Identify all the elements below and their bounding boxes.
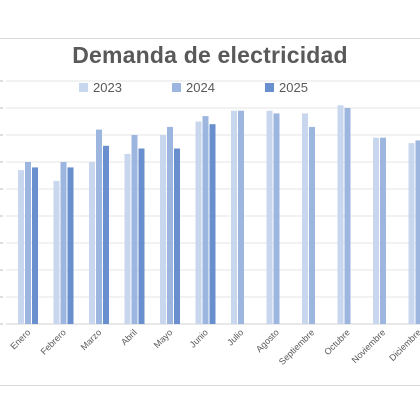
bar-2023-mayo [160,135,166,324]
bar-2024-junio [202,116,209,324]
bar-2023-noviembre [373,137,379,324]
bar-2023-septiembre [302,113,308,325]
x-tick-label-agosto: Agosto [254,327,281,354]
legend-label-2024: 2024 [186,79,215,95]
bar-2025-mayo [174,148,180,324]
bar-2025-enero [32,167,38,324]
bar-2024-febrero [60,162,67,324]
chart-border-top [0,38,420,39]
legend-swatch-2025 [265,82,274,92]
legend-swatch-2024 [172,82,181,92]
bar-2024-marzo [96,129,102,324]
legend-label-2025: 2025 [279,79,308,95]
bar-2025-abril [138,148,145,324]
bar-2024-mayo [167,126,173,325]
bar-2025-marzo [103,145,109,324]
bar-2024-septiembre [309,126,315,325]
x-tick-label-diciembre: Diciembre [387,327,420,363]
x-tick-label-febrero: Febrero [39,327,68,356]
bar-2025-febrero [67,167,74,324]
x-tick-label-octubre: Octubre [322,327,352,357]
bar-2023-marzo [89,162,95,324]
legend-item-2024: 2024 [172,78,215,96]
bar-2024-abril [131,135,138,324]
bar-2023-abril [124,153,131,324]
bar-2024-agosto [273,113,280,325]
x-tick-label-julio: Julio [225,327,245,347]
bar-2024-octubre [344,108,351,324]
bar-2023-julio [231,110,237,324]
bar-2024-enero [25,162,31,324]
x-tick-label-noviembre: Noviembre [350,327,388,365]
bar-2023-junio [195,121,202,324]
legend-label-2023: 2023 [93,79,122,95]
x-tick-label-enero: Enero [8,327,32,351]
bar-2024-julio [238,110,244,324]
legend-item-2023: 2023 [79,78,122,96]
bar-2024-diciembre [415,140,420,324]
bar-2023-octubre [337,105,344,324]
bar-2024-noviembre [380,137,386,324]
x-tick-label-septiembre: Septiembre [277,327,317,367]
bar-2023-agosto [266,110,273,324]
x-tick-label-junio: Junio [188,327,210,349]
bar-2023-enero [18,170,24,324]
bar-2023-diciembre [408,143,415,324]
x-tick-label-abril: Abril [119,327,139,347]
chart-title: Demanda de electricidad [72,42,348,68]
legend-swatch-2023 [79,82,88,92]
legend-item-2025: 2025 [265,78,308,96]
bar-2025-junio [209,124,216,324]
x-tick-label-mayo: Mayo [152,327,175,350]
x-tick-label-marzo: Marzo [79,327,104,352]
legend: 2023 2024 2025 [0,78,420,96]
bar-2023-febrero [53,180,60,324]
chart-border-bottom [0,385,420,386]
